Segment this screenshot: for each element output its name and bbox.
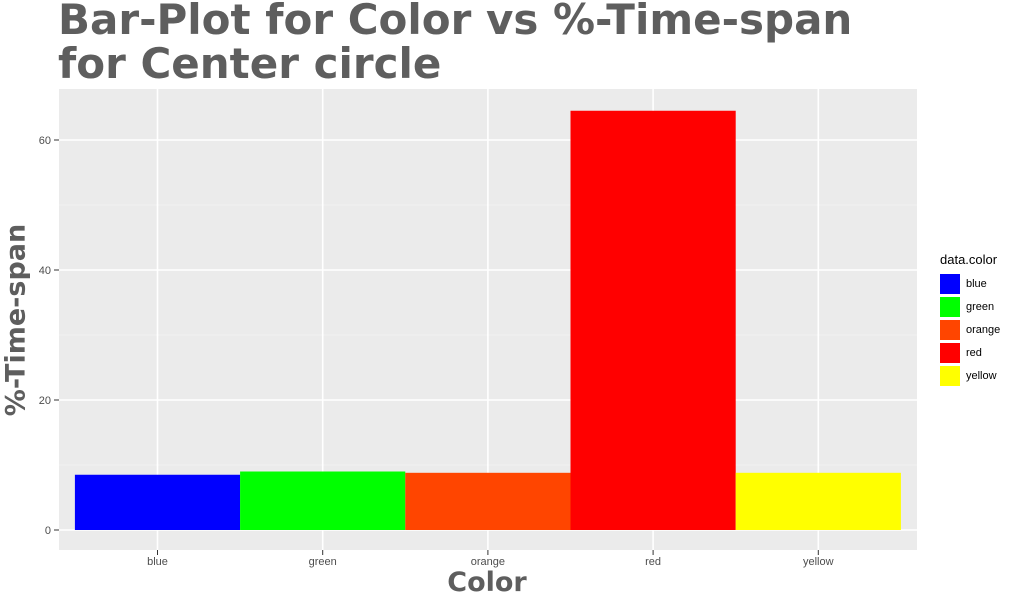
x-tick-label: green <box>309 556 337 568</box>
y-tick-label: 40 <box>39 265 51 277</box>
chart-title: Bar-Plot for Color vs %-Time-span for Ce… <box>58 0 852 86</box>
legend-swatch <box>940 319 960 340</box>
legend-item-orange: orange <box>940 318 1000 341</box>
legend-label: blue <box>966 277 987 290</box>
bar-green <box>240 471 406 530</box>
legend-swatch <box>940 342 960 363</box>
chart-title-line-2: for Center circle <box>58 39 442 88</box>
y-tick-label: 0 <box>45 525 51 537</box>
legend-swatch <box>940 273 960 294</box>
legend-item-blue: blue <box>940 272 1000 295</box>
x-tick-label: blue <box>147 556 168 568</box>
bar-yellow <box>735 472 901 530</box>
bar-blue <box>74 474 241 530</box>
legend: data.color blue green orange red yellow <box>940 252 1000 387</box>
legend-label: orange <box>966 323 1001 336</box>
x-tick-label: red <box>645 556 661 568</box>
legend-label: yellow <box>966 369 997 382</box>
legend-title: data.color <box>940 252 998 267</box>
y-tick-label: 60 <box>39 135 51 147</box>
legend-swatch <box>940 296 960 317</box>
legend-swatch <box>940 365 960 386</box>
y-tick-label: 20 <box>39 395 51 407</box>
legend-item-red: red <box>940 341 1000 364</box>
legend-label: green <box>966 300 995 313</box>
legend-item-green: green <box>940 295 1000 318</box>
chart-title-line-1: Bar-Plot for Color vs %-Time-span <box>58 0 853 44</box>
bar-red <box>570 110 736 530</box>
legend-item-yellow: yellow <box>940 364 1000 387</box>
legend-items: blue green orange red yellow <box>940 272 1000 387</box>
y-axis-label: %-Time-span <box>0 223 32 417</box>
x-tick-label: yellow <box>803 556 834 568</box>
bar-orange <box>405 472 571 530</box>
legend-label: red <box>966 346 982 359</box>
x-axis-label: Color <box>447 567 527 598</box>
x-tick-label: orange <box>471 556 505 568</box>
